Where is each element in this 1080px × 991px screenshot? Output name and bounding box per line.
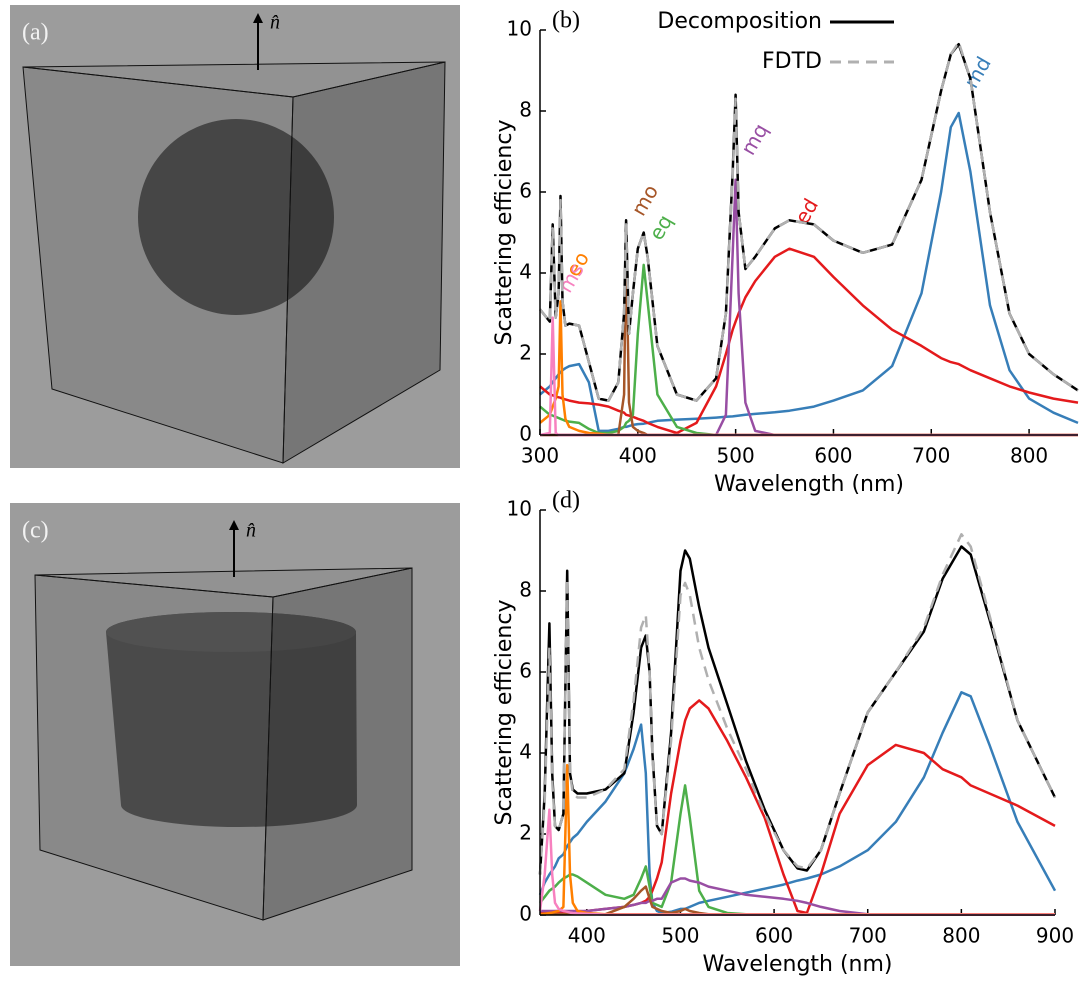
panel-label: (a) xyxy=(22,20,49,46)
panel-label: (c) xyxy=(22,518,49,544)
y-tick-label: 8 xyxy=(519,98,532,122)
y-axis-title: Scattering efficiency xyxy=(492,600,517,826)
cube-right xyxy=(262,567,413,921)
panel-label: (b) xyxy=(552,8,580,34)
x-tick-label: 500 xyxy=(717,444,755,468)
x-tick-label: 400 xyxy=(619,444,657,468)
x-tick-label: 300 xyxy=(521,444,559,468)
y-tick-label: 10 xyxy=(507,497,532,521)
x-tick-label: 900 xyxy=(1036,924,1074,948)
y-tick-label: 0 xyxy=(519,422,532,446)
x-tick-label: 400 xyxy=(568,924,606,948)
legend-label: FDTD xyxy=(762,49,822,74)
x-tick-label: 500 xyxy=(661,924,699,948)
x-tick-label: 600 xyxy=(755,924,793,948)
x-tick-label: 700 xyxy=(912,444,950,468)
y-tick-label: 10 xyxy=(507,17,532,41)
legend-label: Decomposition xyxy=(657,9,822,34)
x-tick-label: 700 xyxy=(849,924,887,948)
series-line xyxy=(539,40,1079,402)
x-axis-title: Wavelength (nm) xyxy=(714,472,904,497)
x-axis-title: Wavelength (nm) xyxy=(702,952,892,977)
series-line xyxy=(539,784,1055,916)
y-tick-label: 6 xyxy=(519,179,532,203)
series-line xyxy=(540,239,1078,437)
series-line xyxy=(538,545,1057,875)
series-annotation: mq xyxy=(736,119,773,159)
x-tick-label: 800 xyxy=(1010,444,1048,468)
series-line xyxy=(539,247,1079,435)
y-tick-label: 6 xyxy=(519,659,532,683)
normal-label: n̂ xyxy=(270,12,280,34)
series-line xyxy=(538,808,1055,916)
cylinder xyxy=(106,612,357,827)
series-line xyxy=(538,691,1057,915)
y-tick-label: 0 xyxy=(519,902,532,926)
render-cylinder: n̂ (c) xyxy=(10,503,460,966)
panel-label: (d) xyxy=(552,488,580,514)
sphere xyxy=(138,119,334,315)
series-line xyxy=(538,533,1057,875)
x-tick-label: 800 xyxy=(942,924,980,948)
arrow-head xyxy=(229,520,239,530)
cube-right xyxy=(282,61,446,464)
y-axis-title: Scattering efficiency xyxy=(492,120,517,346)
y-tick-label: 2 xyxy=(519,821,532,845)
render-sphere: n̂ (a) xyxy=(10,5,460,468)
normal-label: n̂ xyxy=(246,520,256,542)
x-tick-label: 600 xyxy=(814,444,852,468)
y-tick-label: 8 xyxy=(519,578,532,602)
y-tick-label: 2 xyxy=(519,341,532,365)
series-line xyxy=(539,111,1079,433)
y-tick-label: 4 xyxy=(519,740,532,764)
cylinder-top xyxy=(106,612,356,652)
y-tick-label: 4 xyxy=(519,260,532,284)
arrow-head xyxy=(253,13,263,23)
